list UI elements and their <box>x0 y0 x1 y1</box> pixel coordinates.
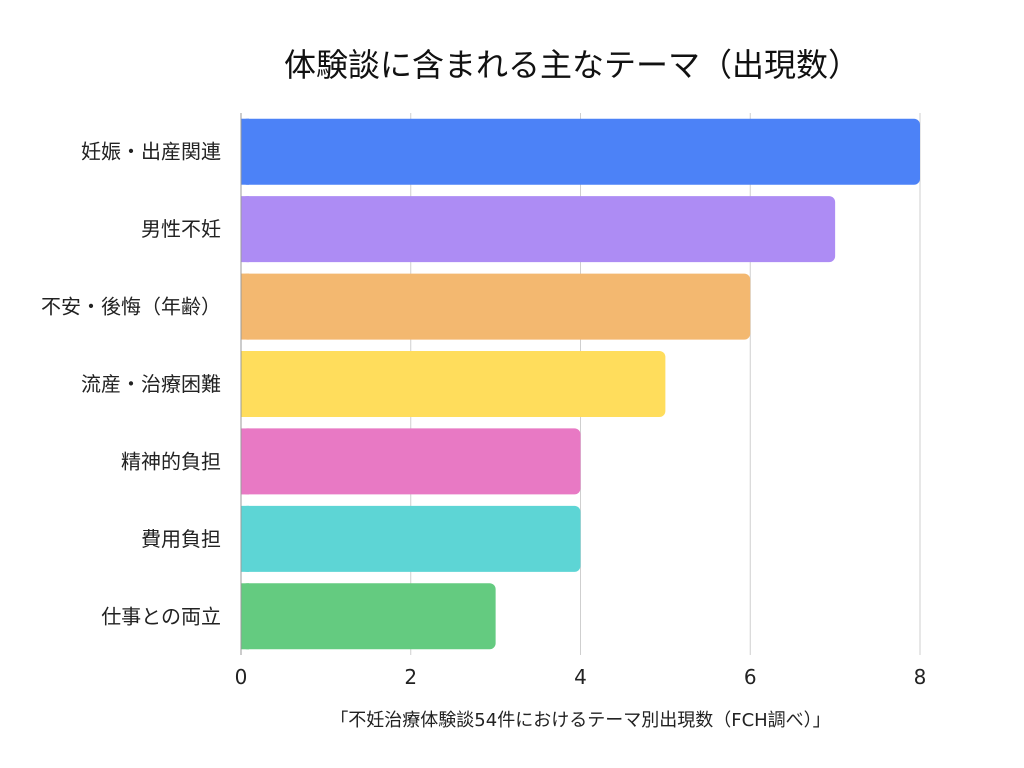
bar-left-edge <box>241 505 249 572</box>
x-tick-label: 8 <box>914 665 927 689</box>
bar <box>241 196 836 263</box>
bar <box>241 118 920 185</box>
category-label: 費用負担 <box>141 527 221 551</box>
category-label: 仕事との両立 <box>101 604 221 628</box>
x-tick-label: 2 <box>404 665 417 689</box>
bar <box>241 428 581 495</box>
bar-left-edge <box>241 583 249 650</box>
bar <box>241 273 751 340</box>
bars <box>241 118 920 650</box>
bar <box>241 583 496 650</box>
bar-left-edge <box>241 351 249 417</box>
x-tick-label: 0 <box>235 665 248 689</box>
category-label: 流産・治療困難 <box>81 372 221 396</box>
x-tick-label: 4 <box>574 665 587 689</box>
category-label: 不安・後悔（年齢） <box>41 295 221 319</box>
bar <box>241 351 666 417</box>
bar-left-edge <box>241 118 249 185</box>
category-label: 男性不妊 <box>141 217 221 241</box>
bar-left-edge <box>241 196 249 263</box>
category-label: 妊娠・出産関連 <box>81 140 221 164</box>
x-axis-caption: 「不妊治療体験談54件におけるテーマ別出現数（FCH調べ）」 <box>330 710 831 731</box>
bar-left-edge <box>241 428 249 495</box>
x-tick-label: 6 <box>744 665 757 689</box>
bar <box>241 505 581 572</box>
x-tick-labels: 0 2 4 6 8 <box>235 665 927 689</box>
chart-title: 体験談に含まれる主なテーマ（出現数） <box>283 46 860 84</box>
category-label: 精神的負担 <box>121 449 221 473</box>
bar-left-edge <box>241 273 249 340</box>
